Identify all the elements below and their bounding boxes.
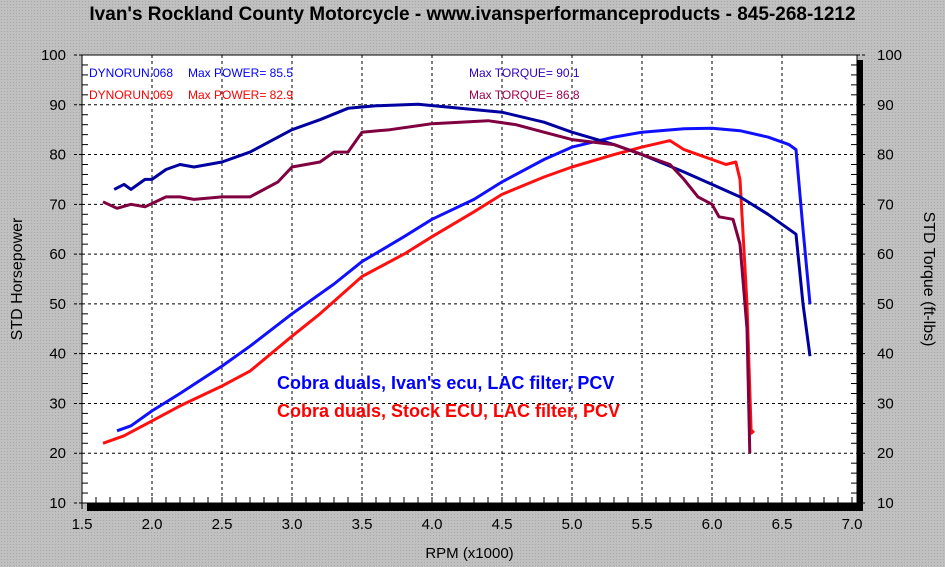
y2-tick-label: 20: [877, 445, 894, 462]
y2-tick-label: 90: [877, 97, 894, 114]
series-horsepower-dynorun.068: [116, 126, 812, 433]
x-axis-label: RPM (x1000): [425, 545, 513, 562]
x-tick-label: 3.0: [282, 516, 303, 533]
y-tick-label: 50: [49, 296, 66, 313]
x-tick-label: 7.0: [842, 516, 863, 533]
series-torque-dynorun.068: [113, 102, 812, 357]
y-tick-label: 90: [49, 97, 66, 114]
x-tick-label: 2.5: [212, 516, 233, 533]
x-tick-label: 4.5: [492, 516, 513, 533]
max-torque-label: Max TORQUE= 90.1: [469, 66, 580, 80]
y2-tick-label: 10: [877, 495, 894, 512]
run-name: DYNORUN.069: [89, 88, 173, 102]
x-tick-label: 4.0: [422, 516, 443, 533]
x-tick-label: 3.5: [352, 516, 373, 533]
run-name: DYNORUN.068: [89, 66, 173, 80]
y2-tick-label: 60: [877, 246, 894, 263]
y2-tick-label: 50: [877, 296, 894, 313]
y-tick-label: 80: [49, 147, 66, 164]
y2-tick-label: 70: [877, 196, 894, 213]
max-power-label: Max POWER= 85.5: [188, 66, 293, 80]
y2-tick-label: 80: [877, 147, 894, 164]
x-tick-label: 5.0: [562, 516, 583, 533]
legend-entry: Cobra duals, Ivan's ecu, LAC filter, PCV: [277, 373, 614, 393]
x-tick-label: 6.0: [702, 516, 723, 533]
x-tick-label: 2.0: [142, 516, 163, 533]
x-tick-label: 6.5: [772, 516, 793, 533]
max-power-label: Max POWER= 82.9: [188, 88, 293, 102]
y-tick-label: 70: [49, 196, 66, 213]
max-torque-label: Max TORQUE= 86.8: [469, 88, 580, 102]
y-tick-label: 10: [49, 495, 66, 512]
y2-tick-label: 100: [877, 47, 902, 64]
series-torque-dynorun.069: [102, 119, 752, 454]
y2-tick-label: 40: [877, 346, 894, 363]
y2-axis-label: STD Torque (ft-lbs): [920, 212, 937, 347]
y-tick-label: 40: [49, 346, 66, 363]
chart-title: Ivan's Rockland County Motorcycle - www.…: [89, 4, 856, 25]
y-tick-label: 20: [49, 445, 66, 462]
x-tick-label: 1.5: [72, 516, 93, 533]
y2-tick-label: 30: [877, 395, 894, 412]
legend-entry: Cobra duals, Stock ECU, LAC filter, PCV: [277, 401, 620, 421]
y-axis-label: STD Horsepower: [9, 217, 26, 340]
series-horsepower-dynorun.069: [102, 139, 755, 445]
y-tick-label: 100: [41, 47, 66, 64]
y-tick-label: 30: [49, 395, 66, 412]
x-tick-label: 5.5: [632, 516, 653, 533]
y-tick-label: 60: [49, 246, 66, 263]
